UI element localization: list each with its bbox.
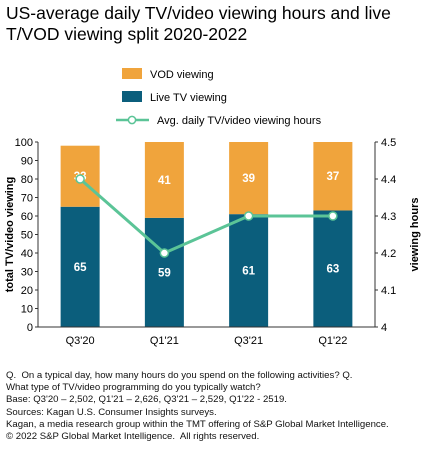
data-label-vod: 39 bbox=[242, 173, 255, 185]
footnote-line: What type of TV/video programming do you… bbox=[6, 382, 261, 394]
bar-live bbox=[144, 217, 184, 327]
bar-vod bbox=[313, 142, 353, 211]
footnote-line: © 2022 S&P Global Market Intelligence. A… bbox=[6, 431, 260, 443]
y-tick-label: 30 bbox=[21, 267, 33, 279]
y2-tick-label: 4 bbox=[381, 322, 387, 334]
x-tick-label: Q1'22 bbox=[318, 335, 347, 347]
bar-vod bbox=[144, 142, 184, 218]
bar-live bbox=[229, 214, 269, 327]
y2-axis-title: viewing hours bbox=[409, 198, 421, 272]
line-point-hours bbox=[75, 174, 85, 184]
legend-label-live: Live TV viewing bbox=[150, 92, 227, 104]
y-tick-label: 0 bbox=[27, 322, 33, 334]
y2-tick-label: 4.5 bbox=[381, 137, 396, 149]
line-point-hours bbox=[159, 248, 170, 258]
footnote-line: Kagan, a media research group within the… bbox=[6, 418, 389, 430]
plot-area: 6533594161396337010203040506070809010044… bbox=[4, 137, 421, 347]
y-tick-label: 10 bbox=[21, 304, 33, 316]
footnotes: Q. On a typical day, how many hours do y… bbox=[6, 370, 421, 443]
data-label-live: 65 bbox=[74, 262, 87, 274]
legend-swatch-vod bbox=[122, 68, 142, 79]
x-tick-label: Q1'21 bbox=[150, 335, 179, 347]
footnote-line: Q. On a typical day, how many hours do y… bbox=[6, 370, 353, 381]
data-label-vod: 41 bbox=[158, 175, 171, 187]
y2-tick-label: 4.3 bbox=[381, 211, 396, 223]
data-label-live: 61 bbox=[242, 266, 255, 278]
bar-live bbox=[313, 210, 353, 327]
line-hours bbox=[79, 177, 333, 255]
y-tick-label: 80 bbox=[21, 174, 33, 186]
data-label-live: 59 bbox=[158, 267, 171, 279]
y-tick-label: 20 bbox=[21, 285, 33, 297]
legend-swatch-live bbox=[122, 91, 142, 102]
y-tick-label: 50 bbox=[21, 230, 33, 242]
y-tick-label: 90 bbox=[21, 156, 33, 168]
bar-vod bbox=[229, 142, 269, 215]
y-tick-label: 40 bbox=[21, 248, 33, 260]
y-tick-label: 100 bbox=[15, 137, 33, 149]
chart: VOD viewing Live TV viewing Avg. daily TV/… bbox=[4, 68, 421, 347]
x-tick-label: Q3'20 bbox=[66, 335, 95, 347]
y-tick-label: 70 bbox=[21, 193, 33, 205]
legend-label-hours: Avg. daily TV/video viewing hours bbox=[157, 115, 322, 127]
line-point-hours bbox=[243, 211, 254, 221]
footnote-line: Base: Q3'20 – 2,502, Q1'21 – 2,626, Q3'2… bbox=[6, 394, 287, 406]
line-point-hours bbox=[328, 211, 338, 221]
footnote-line: Sources: Kagan U.S. Consumer Insights su… bbox=[6, 406, 217, 418]
data-label-live: 63 bbox=[326, 264, 339, 276]
legend-label-vod: VOD viewing bbox=[150, 69, 214, 81]
chart-title: US-average daily TV/video viewing hours … bbox=[6, 3, 391, 44]
y-axis-title: total TV/video viewing bbox=[4, 177, 16, 293]
legend: VOD viewing Live TV viewing Avg. daily TV/… bbox=[116, 68, 322, 127]
y2-tick-label: 4.2 bbox=[381, 248, 396, 260]
x-tick-label: Q3'21 bbox=[234, 335, 263, 347]
y2-tick-label: 4.1 bbox=[381, 285, 396, 297]
bar-live bbox=[60, 206, 100, 327]
y-tick-label: 60 bbox=[21, 211, 33, 223]
data-label-vod: 37 bbox=[326, 171, 339, 183]
legend-marker-hours bbox=[127, 115, 137, 125]
y2-tick-label: 4.4 bbox=[381, 174, 396, 186]
